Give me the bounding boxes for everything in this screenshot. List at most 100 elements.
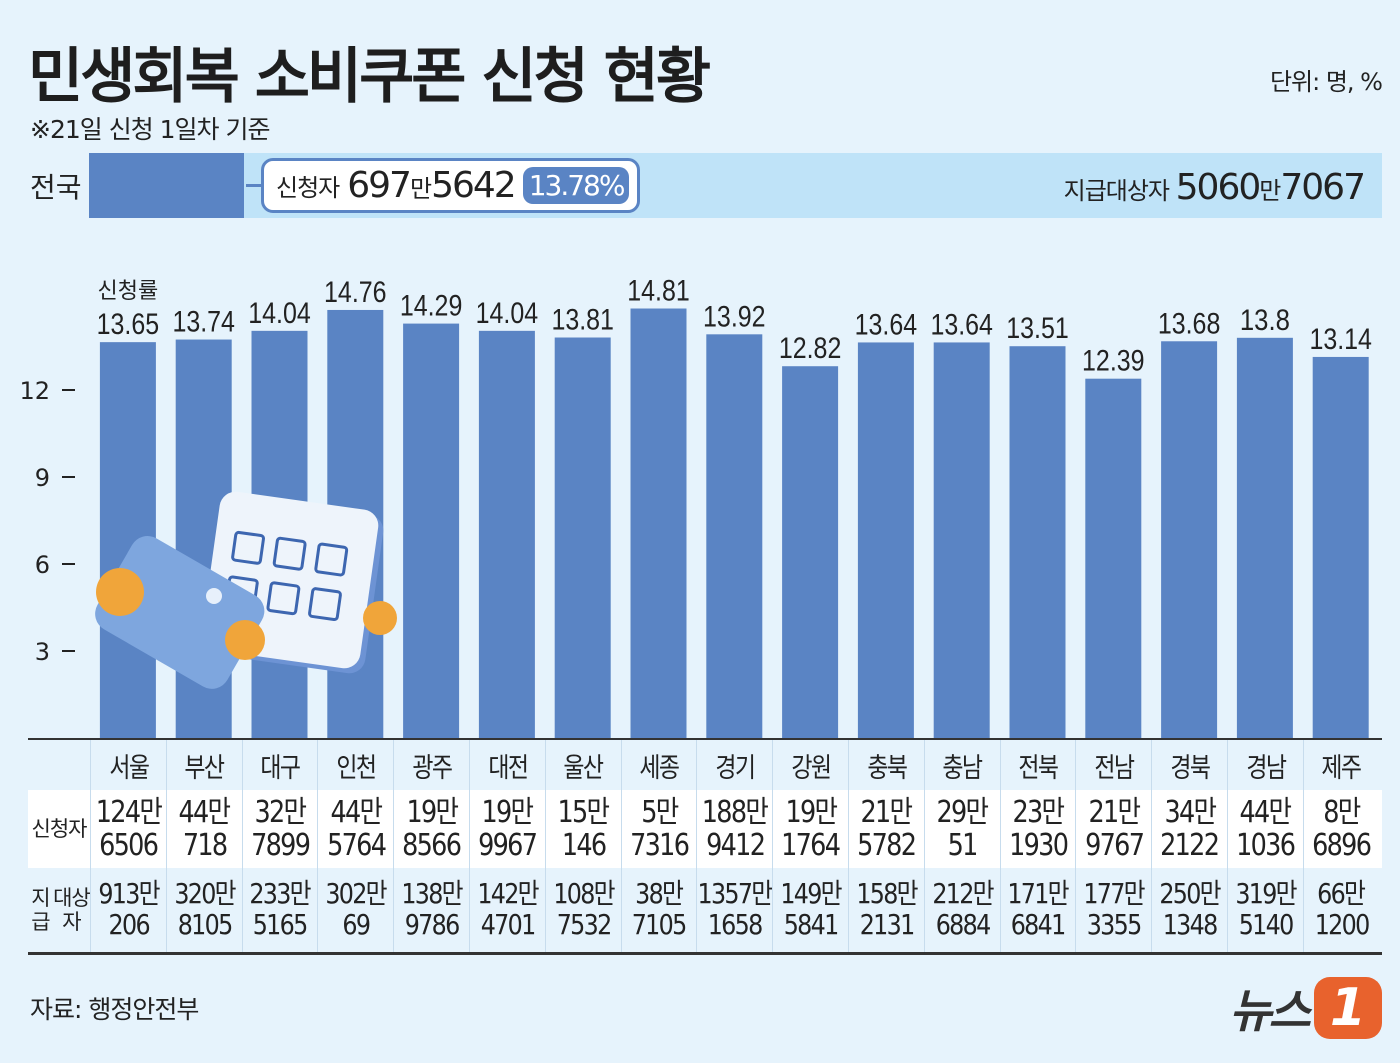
- targets-cell: 171만 6841: [999, 868, 1076, 952]
- region-header: 경기: [696, 740, 772, 790]
- applicants-man: 124만: [95, 795, 163, 830]
- applicants-rest: 6506: [99, 828, 159, 863]
- region-header: 전남: [1075, 740, 1151, 790]
- target-rest: 7067: [1280, 167, 1366, 208]
- applicants-cell: 32만 7899: [241, 790, 318, 868]
- bar-value-label: 13.74: [172, 306, 235, 339]
- applicants-cell: 188만 9412: [696, 790, 772, 868]
- region-header: 충남: [923, 740, 1000, 790]
- bar-value-label: 12.39: [1082, 345, 1145, 378]
- national-label: 전국: [30, 171, 82, 204]
- targets-cell: 319만 5140: [1226, 868, 1303, 952]
- applicants-row-label: 신청자: [28, 790, 90, 868]
- targets-cell: 302만 69: [317, 868, 393, 952]
- targets-rest: 7105: [632, 908, 687, 941]
- targets-man: 158만: [856, 877, 918, 911]
- targets-rest: 1200: [1314, 908, 1369, 941]
- region-header: 인천: [317, 740, 393, 790]
- man-unit: 만: [1259, 177, 1281, 205]
- data-table: 서울 부산 대구 인천 광주 대전 울산 세종 경기 강원 충북 충남 전북 전남 경북 경남 제주 신청자 12…: [28, 738, 1382, 955]
- targets-label-1: 지급: [31, 885, 50, 934]
- applicants-rest: 5782: [857, 828, 917, 863]
- targets-rest: 69: [342, 908, 371, 941]
- applicants-rest: 718: [182, 828, 227, 863]
- bar-대전: [478, 330, 535, 738]
- targets-cell: 233만 5165: [241, 868, 318, 952]
- applicants-rest: 9967: [478, 828, 538, 863]
- applicants-rest: 8566: [402, 828, 463, 863]
- applicants-man: 44만: [178, 795, 232, 830]
- subtitle: ※21일 신청 1일차 기준: [30, 115, 271, 144]
- targets-rest: 1658: [707, 908, 763, 941]
- target-label: 지급대상자: [1063, 177, 1170, 205]
- corner-cell: [28, 740, 90, 790]
- applicants-cell: 44만 5764: [317, 790, 393, 868]
- bar-value-label: 13.8: [1240, 304, 1290, 337]
- region-header: 대전: [468, 740, 545, 790]
- region-name: 전남: [1094, 752, 1135, 784]
- applicants-rest: 9767: [1084, 828, 1145, 863]
- region-name: 경북: [1170, 752, 1211, 784]
- region-header: 제주: [1302, 740, 1379, 790]
- bar-충남: [933, 342, 990, 738]
- region-name: 광주: [412, 752, 453, 784]
- bar-value-label: 13.68: [1158, 307, 1221, 340]
- bar-value-label: 13.92: [703, 300, 766, 333]
- applicants-man: 15만: [557, 795, 611, 830]
- region-header: 충북: [847, 740, 924, 790]
- region-header-row: 서울 부산 대구 인천 광주 대전 울산 세종 경기 강원 충북 충남 전북 전남 경북 경남 제주: [28, 738, 1382, 790]
- targets-cell: 1357만 1658: [696, 868, 772, 952]
- national-rate-fill: [89, 153, 244, 218]
- applicants-rest: 2122: [1160, 828, 1221, 863]
- region-name: 대구: [260, 752, 302, 784]
- applicants-cell: 5만 7316: [620, 790, 697, 868]
- applicants-cell: 44만 1036: [1226, 790, 1303, 868]
- targets-man: 66만: [1317, 877, 1367, 911]
- region-name: 울산: [563, 752, 605, 784]
- region-header: 강원: [772, 740, 848, 790]
- bar-value-label: 13.81: [551, 304, 614, 337]
- region-name: 인천: [336, 752, 377, 784]
- national-target: 지급대상자 5060만7067: [1063, 167, 1366, 208]
- region-name: 경기: [715, 752, 756, 784]
- targets-cell: 212만 6884: [923, 868, 1000, 952]
- targets-cell: 158만 2131: [847, 868, 924, 952]
- bar-value-label: 13.14: [1309, 323, 1372, 356]
- targets-man: 171만: [1007, 877, 1070, 911]
- bar-광주: [403, 323, 460, 738]
- bar-울산: [554, 337, 611, 738]
- targets-cell: 142만 4701: [468, 868, 545, 952]
- applicants-man: 697: [347, 165, 412, 206]
- targets-man: 1357만: [697, 877, 772, 911]
- region-name: 부산: [184, 752, 226, 784]
- region-name: 세종: [639, 752, 681, 784]
- targets-cell: 38만 7105: [620, 868, 697, 952]
- applicants-cell: 23만 1930: [999, 790, 1076, 868]
- region-header: 경남: [1226, 740, 1303, 790]
- targets-man: 108만: [552, 877, 615, 911]
- applicants-cell: 44만 718: [165, 790, 242, 868]
- bar-value-label: 13.51: [1006, 312, 1069, 345]
- applicants-man: 44만: [1239, 795, 1293, 830]
- region-name: 대전: [487, 752, 529, 784]
- applicants-man: 188만: [702, 795, 769, 830]
- applicants-cell: 19만 9967: [468, 790, 545, 868]
- targets-man: 38만: [635, 877, 684, 911]
- targets-rest: 5165: [253, 908, 308, 941]
- targets-rest: 6841: [1011, 908, 1066, 941]
- bar-세종: [630, 308, 687, 738]
- applicants-man: 44만: [330, 795, 383, 830]
- region-header: 대구: [241, 740, 318, 790]
- connector: [246, 184, 263, 187]
- applicants-rest: 5764: [326, 828, 387, 863]
- bar-value-label: 13.64: [855, 308, 918, 341]
- targets-rest: 6884: [935, 908, 990, 941]
- target-man: 5060: [1175, 167, 1262, 208]
- targets-man: 138만: [401, 877, 463, 911]
- targets-cell: 250만 1348: [1151, 868, 1227, 952]
- bar-value-label: 14.29: [400, 290, 463, 323]
- bar-value-label: 14.76: [324, 276, 387, 309]
- news1-logo: 뉴스 1: [1229, 975, 1382, 1041]
- targets-cell: 320만 8105: [165, 868, 242, 952]
